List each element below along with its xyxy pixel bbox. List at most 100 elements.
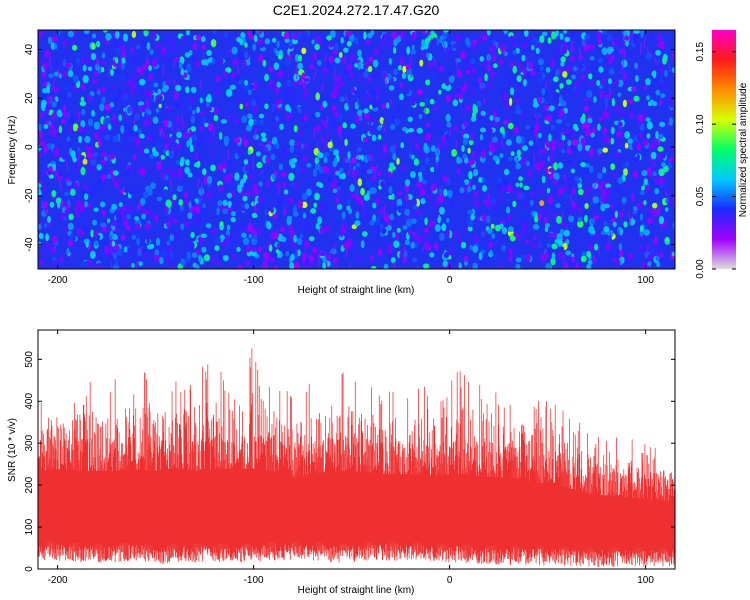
- spectrogram-cell: [189, 144, 194, 153]
- spectrogram-cell: [122, 50, 126, 59]
- spectrogram-cell: [482, 35, 488, 41]
- spectrogram-cell: [366, 180, 371, 188]
- spectrogram-cell: [593, 96, 597, 103]
- colorbar-tick-label: 0.15: [695, 42, 706, 62]
- spectrogram-cell: [353, 168, 359, 177]
- spectrogram-cell: [160, 250, 167, 259]
- spectrogram-cell: [165, 108, 170, 114]
- spectrogram-cell: [335, 170, 341, 176]
- spectrogram-cell: [648, 206, 653, 215]
- spectrogram-cell: [47, 36, 53, 44]
- spectrogram-cell: [200, 187, 204, 201]
- spectrogram-cell: [172, 78, 177, 87]
- spectrogram-cell: [535, 111, 541, 119]
- spectrogram-cell: [275, 49, 280, 57]
- spectrogram-cell: [72, 75, 79, 83]
- spectrogram-cell: [270, 257, 275, 263]
- spectrogram-cell: [453, 93, 460, 100]
- spectrogram-cell: [141, 41, 147, 47]
- spectrogram-cell: [316, 87, 320, 93]
- spectrogram-cell: [624, 79, 628, 87]
- spectrogram-cell: [654, 178, 659, 185]
- spectrogram-cell: [346, 238, 352, 247]
- spectrogram-cell: [205, 223, 212, 229]
- spectrogram-cell: [350, 123, 356, 129]
- spectrogram-cell: [303, 77, 310, 83]
- spectrogram-cell: [107, 66, 111, 77]
- spectrogram-cell: [354, 36, 359, 45]
- spectrogram-cell: [299, 233, 304, 239]
- spectrogram-cell: [608, 212, 612, 221]
- spectrogram-cell: [658, 216, 665, 225]
- spectrogram-cell: [344, 138, 348, 147]
- spectrogram-cell: [66, 180, 72, 186]
- spectrogram-cell: [314, 35, 321, 43]
- colorbar-tick-label: 0.10: [695, 114, 706, 134]
- spectrogram-cell: [53, 86, 60, 92]
- spectrogram-cell: [249, 189, 256, 196]
- spectrogram-cell: [511, 187, 516, 195]
- spectrogram-cell: [87, 145, 94, 154]
- spectrogram-cell: [371, 88, 377, 96]
- x-tick-label: 0: [447, 275, 453, 286]
- spectrogram-cell: [43, 63, 48, 71]
- spectrogram-cell: [284, 111, 291, 117]
- spectrogram-cell: [547, 37, 552, 44]
- spectrogram-cell: [261, 94, 266, 102]
- spectrogram-cell: [336, 185, 342, 191]
- spectrogram-cell: [91, 33, 97, 39]
- spectrogram-cell: [658, 252, 664, 259]
- spectrogram-cell: [97, 59, 100, 66]
- spectrogram-cell: [259, 119, 264, 126]
- spectrogram-cell: [371, 265, 377, 269]
- spectrogram-cell: [338, 113, 343, 122]
- spectrogram-cell: [499, 126, 505, 134]
- spectrogram-cell: [503, 185, 509, 193]
- spectrogram-cell: [278, 59, 285, 66]
- spectrogram-cell: [59, 256, 64, 262]
- spectrogram-cell: [149, 243, 155, 249]
- spectrogram-cell: [524, 30, 529, 37]
- spectrogram-cell: [50, 262, 56, 269]
- spectrogram-cell: [588, 201, 595, 207]
- spectrogram-cell: [564, 132, 571, 138]
- spectrogram-cell: [321, 135, 325, 145]
- spectrogram-cell: [146, 236, 150, 244]
- spectrogram-cell: [536, 96, 543, 103]
- spectrogram-cell: [594, 233, 600, 239]
- spectrogram-cell: [47, 215, 51, 224]
- colorbar-gradient: [712, 30, 736, 269]
- spectrogram-cell: [545, 140, 552, 148]
- spectrogram-cell: [513, 127, 520, 134]
- spectrogram-cell: [106, 174, 112, 180]
- spectrogram-cell: [519, 143, 523, 150]
- spectrogram-cell: [403, 249, 408, 258]
- spectrogram-cell: [190, 232, 195, 239]
- spectrogram-cell: [432, 37, 437, 46]
- spectrogram-cell: [544, 81, 548, 90]
- spectrogram-cell: [588, 165, 594, 173]
- spectrogram-cell: [402, 65, 407, 73]
- spectrogram-cell: [292, 211, 299, 217]
- spectrogram-cell: [484, 73, 488, 82]
- spectrogram-cell: [482, 98, 486, 104]
- spectrogram-cell: [476, 100, 482, 108]
- spectrogram-cell: [458, 158, 463, 164]
- spectrogram-cell: [257, 246, 263, 253]
- spectrogram-cell: [303, 123, 309, 129]
- spectrogram-cell: [183, 192, 189, 199]
- spectrogram-cell: [368, 56, 374, 63]
- spectrogram-cell: [105, 33, 112, 40]
- spectrogram-cell: [161, 46, 167, 55]
- spectrogram-cell: [340, 56, 346, 64]
- spectrogram-cell: [525, 124, 530, 130]
- spectrogram-cell: [253, 120, 260, 126]
- spectrogram-cell: [93, 132, 100, 140]
- snr-core-band: [38, 467, 675, 548]
- spectrogram-cell: [642, 138, 649, 146]
- spectrogram-cell: [81, 83, 86, 91]
- spectrogram-cell: [521, 41, 527, 47]
- spectrogram-cell: [351, 157, 357, 165]
- spectrogram-cell: [291, 96, 298, 103]
- spectrogram-cell: [588, 147, 594, 155]
